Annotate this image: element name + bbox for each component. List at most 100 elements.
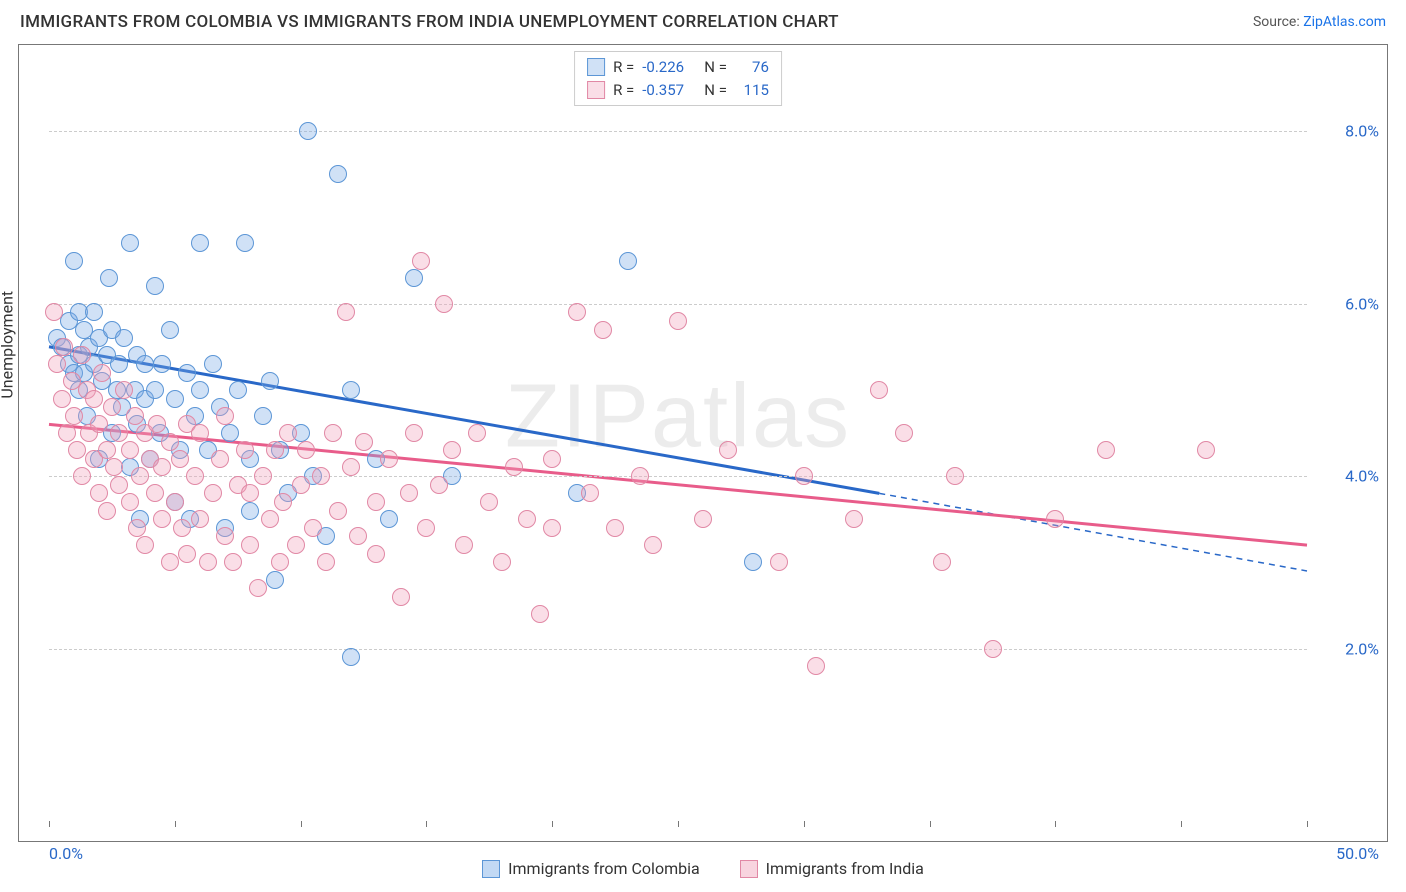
data-point [795,467,813,485]
data-point [178,545,196,563]
data-point [329,502,347,520]
legend-swatch [740,860,758,878]
data-point [380,510,398,528]
stat-n-value: 76 [735,56,769,79]
data-point [136,536,154,554]
x-tick [1055,821,1056,827]
data-point [254,467,272,485]
data-point [342,381,360,399]
data-point [241,536,259,554]
data-point [367,545,385,563]
legend-bottom: Immigrants from ColombiaImmigrants from … [0,859,1406,878]
data-point [606,519,624,537]
data-point [103,398,121,416]
data-point [191,234,209,252]
data-point [191,381,209,399]
data-point [146,484,164,502]
data-point [199,553,217,571]
data-point [312,467,330,485]
data-point [274,493,292,511]
chart-title: IMMIGRANTS FROM COLOMBIA VS IMMIGRANTS F… [20,12,839,32]
data-point [349,527,367,545]
data-point [115,329,133,347]
legend-label: Immigrants from Colombia [508,859,700,878]
data-point [153,355,171,373]
data-point [594,321,612,339]
data-point [146,277,164,295]
data-point [161,553,179,571]
data-point [45,303,63,321]
data-point [631,467,649,485]
data-point [1097,441,1115,459]
plot-area: ZIPatlas R =-0.226N =76R =-0.357N =115 2… [49,45,1307,821]
data-point [337,303,355,321]
data-point [136,355,154,373]
y-tick-label: 6.0% [1319,294,1379,313]
data-point [543,450,561,468]
data-point [121,493,139,511]
stat-n-label: N = [704,56,727,79]
data-point [405,424,423,442]
data-point [254,407,272,425]
data-point [216,407,234,425]
source-link[interactable]: ZipAtlas.com [1303,14,1386,30]
data-point [216,527,234,545]
data-point [367,493,385,511]
data-point [90,484,108,502]
x-tick [301,821,302,827]
data-point [400,484,418,502]
x-tick [930,821,931,827]
data-point [719,441,737,459]
data-point [895,424,913,442]
data-point [105,458,123,476]
data-point [266,571,284,589]
data-point [355,433,373,451]
source-prefix: Source: [1253,14,1303,30]
data-point [178,364,196,382]
data-point [68,441,86,459]
data-point [153,510,171,528]
data-point [173,519,191,537]
data-point [317,553,335,571]
data-point [279,424,297,442]
data-point [131,467,149,485]
data-point [292,476,310,494]
gridline [49,131,1307,132]
legend-swatch [482,860,500,878]
stats-row: R =-0.357N =115 [587,79,769,102]
data-point [204,355,222,373]
data-point [73,346,91,364]
data-point [933,553,951,571]
data-point [405,269,423,287]
data-point [100,269,118,287]
data-point [241,502,259,520]
data-point [329,165,347,183]
data-point [261,510,279,528]
x-tick [552,821,553,827]
data-point [744,553,762,571]
data-point [342,458,360,476]
data-point [171,450,189,468]
stat-r-label: R = [613,79,634,102]
data-point [153,458,171,476]
data-point [229,381,247,399]
data-point [271,553,289,571]
data-point [85,390,103,408]
stat-r-value: -0.357 [642,79,696,102]
data-point [644,536,662,554]
data-point [531,605,549,623]
data-point [845,510,863,528]
data-point [166,390,184,408]
data-point [221,424,239,442]
stats-row: R =-0.226N =76 [587,56,769,79]
chart-frame: Unemployment ZIPatlas R =-0.226N =76R =-… [18,44,1388,842]
data-point [870,381,888,399]
x-tick [1181,821,1182,827]
data-point [241,484,259,502]
data-point [85,303,103,321]
data-point [480,493,498,511]
data-point [342,648,360,666]
data-point [568,303,586,321]
source-label: Source: ZipAtlas.com [1253,14,1386,30]
y-tick-label: 4.0% [1319,467,1379,486]
